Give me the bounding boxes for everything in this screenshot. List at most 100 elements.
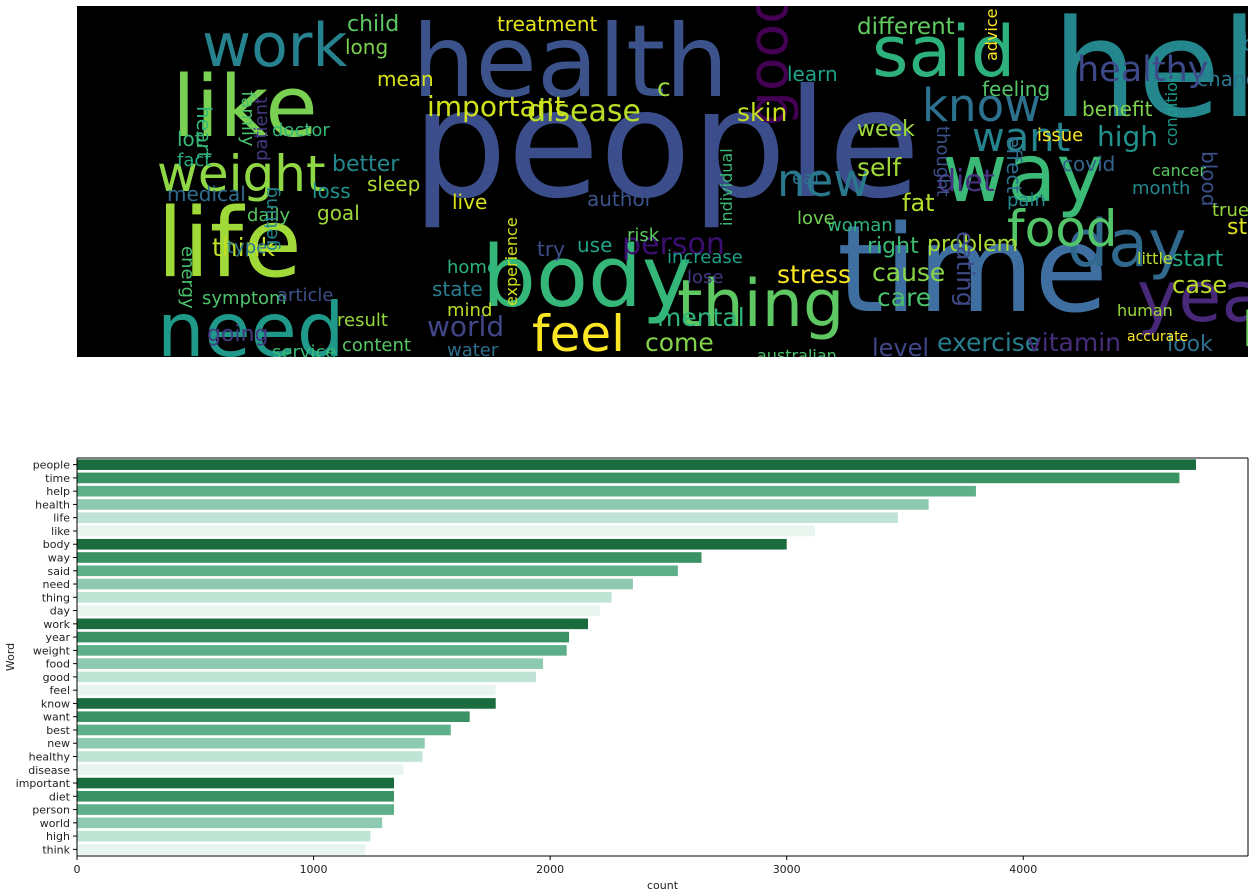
bar-life xyxy=(77,512,898,524)
cloud-word: accurate xyxy=(1127,329,1188,345)
y-tick-label: need xyxy=(43,578,71,591)
bar-good xyxy=(77,671,536,683)
y-tick-label: work xyxy=(43,618,70,631)
cloud-word: covid xyxy=(1062,152,1115,176)
bar-need xyxy=(77,578,633,590)
cloud-word: year xyxy=(1137,256,1248,338)
y-tick-label: said xyxy=(47,565,70,578)
cloud-word: true xyxy=(1212,200,1248,221)
cloud-word: individual xyxy=(717,148,736,226)
cloud-word: study xyxy=(1227,215,1248,240)
cloud-word: vitamin xyxy=(1027,328,1121,357)
bar-know xyxy=(77,698,496,709)
cloud-word: getting xyxy=(261,187,282,251)
y-tick-label: healthy xyxy=(29,751,71,764)
cloud-word: food xyxy=(1007,200,1118,258)
word-count-bar-chart: peopletimehelphealthlifelikebodywaysaidn… xyxy=(4,457,1249,892)
bar-new xyxy=(77,737,425,749)
bar-think xyxy=(77,844,366,855)
y-tick-label: people xyxy=(33,459,71,472)
cloud-word: important xyxy=(427,90,565,123)
bar-food xyxy=(77,658,544,669)
cloud-word: said xyxy=(872,11,1015,93)
cloud-word: home xyxy=(447,257,498,278)
cloud-word: mean xyxy=(377,67,434,91)
bar-best xyxy=(77,724,451,736)
cloud-word: long xyxy=(345,35,388,59)
x-tick-label: 1000 xyxy=(300,863,328,876)
cloud-word: author xyxy=(587,187,654,211)
cloud-word: better xyxy=(332,152,400,177)
cloud-word: need xyxy=(157,286,344,357)
cloud-word: stress xyxy=(777,260,851,289)
cloud-word: content xyxy=(342,335,411,356)
cloud-word: blood xyxy=(1197,151,1221,206)
cloud-word: use xyxy=(577,233,612,257)
bar-work xyxy=(77,618,588,630)
cloud-word: look xyxy=(1167,332,1213,357)
cloud-word: treatment xyxy=(497,12,597,36)
cloud-word: different xyxy=(857,14,955,40)
cloud-word: cancer xyxy=(1152,161,1206,180)
cloud-word: live xyxy=(452,190,487,214)
cloud-word: diet xyxy=(937,164,995,199)
cloud-word: fat xyxy=(902,189,935,217)
cloud-word: sleep xyxy=(367,172,420,196)
y-tick-label: way xyxy=(48,552,71,565)
y-tick-label: health xyxy=(35,498,70,511)
cloud-word: way xyxy=(942,127,1104,220)
y-tick-label: food xyxy=(46,658,70,671)
cloud-word: body xyxy=(482,228,692,327)
y-tick-label: person xyxy=(32,804,70,817)
cloud-word: going xyxy=(207,322,268,347)
cloud-word: come xyxy=(645,328,714,357)
bar-said xyxy=(77,565,678,577)
cloud-word: learn xyxy=(787,62,838,86)
x-tick-label: 4000 xyxy=(1009,863,1037,876)
bar-healthy xyxy=(77,751,423,762)
cloud-word: work xyxy=(202,11,347,81)
cloud-word: daily xyxy=(247,205,290,226)
cloud-word: result xyxy=(337,310,388,331)
cloud-word: love xyxy=(797,208,835,229)
y-tick-label: weight xyxy=(33,644,71,657)
cloud-word: fact xyxy=(177,150,211,171)
cloud-word: feel xyxy=(532,305,625,357)
cloud-word: high xyxy=(1097,120,1158,153)
y-tick-label: want xyxy=(43,711,71,724)
bar-body xyxy=(77,538,787,550)
bar-world xyxy=(77,817,383,829)
y-tick-label: like xyxy=(51,525,70,538)
cloud-word: change xyxy=(1197,67,1248,91)
cloud-word: exercise xyxy=(937,328,1040,357)
cloud-word: australian xyxy=(757,346,837,357)
bar-high xyxy=(77,830,371,842)
cloud-word: water xyxy=(447,340,499,357)
y-tick-label: body xyxy=(43,538,71,551)
cloud-word: goal xyxy=(317,201,360,225)
cloud-word: health xyxy=(412,6,729,120)
y-tick-label: world xyxy=(40,817,70,830)
cloud-word: little xyxy=(1137,249,1173,268)
cloud-word: energy xyxy=(177,246,198,309)
x-tick-label: 3000 xyxy=(773,863,801,876)
cloud-word: new xyxy=(777,154,870,207)
cloud-word: mind xyxy=(447,300,492,321)
cloud-word: want xyxy=(972,115,1070,161)
cloud-word: patient xyxy=(251,97,272,161)
cloud-word: mental xyxy=(657,303,745,332)
y-tick-label: day xyxy=(50,605,71,618)
bar-time xyxy=(77,472,1180,484)
cloud-word: advice xyxy=(982,8,1001,61)
cloud-word: c xyxy=(657,73,671,102)
cloud-word: time xyxy=(837,201,1108,340)
x-axis-ticks: 0 1000 2000 3000 4000 xyxy=(74,856,1037,876)
bar-day xyxy=(77,605,600,616)
x-tick-label: 2000 xyxy=(536,863,564,876)
bar-group xyxy=(77,459,1196,855)
cloud-word: feeling xyxy=(982,77,1050,101)
cloud-word: skin xyxy=(737,98,787,127)
cloud-word: healthy xyxy=(1077,50,1209,90)
cloud-word: service xyxy=(272,342,336,357)
